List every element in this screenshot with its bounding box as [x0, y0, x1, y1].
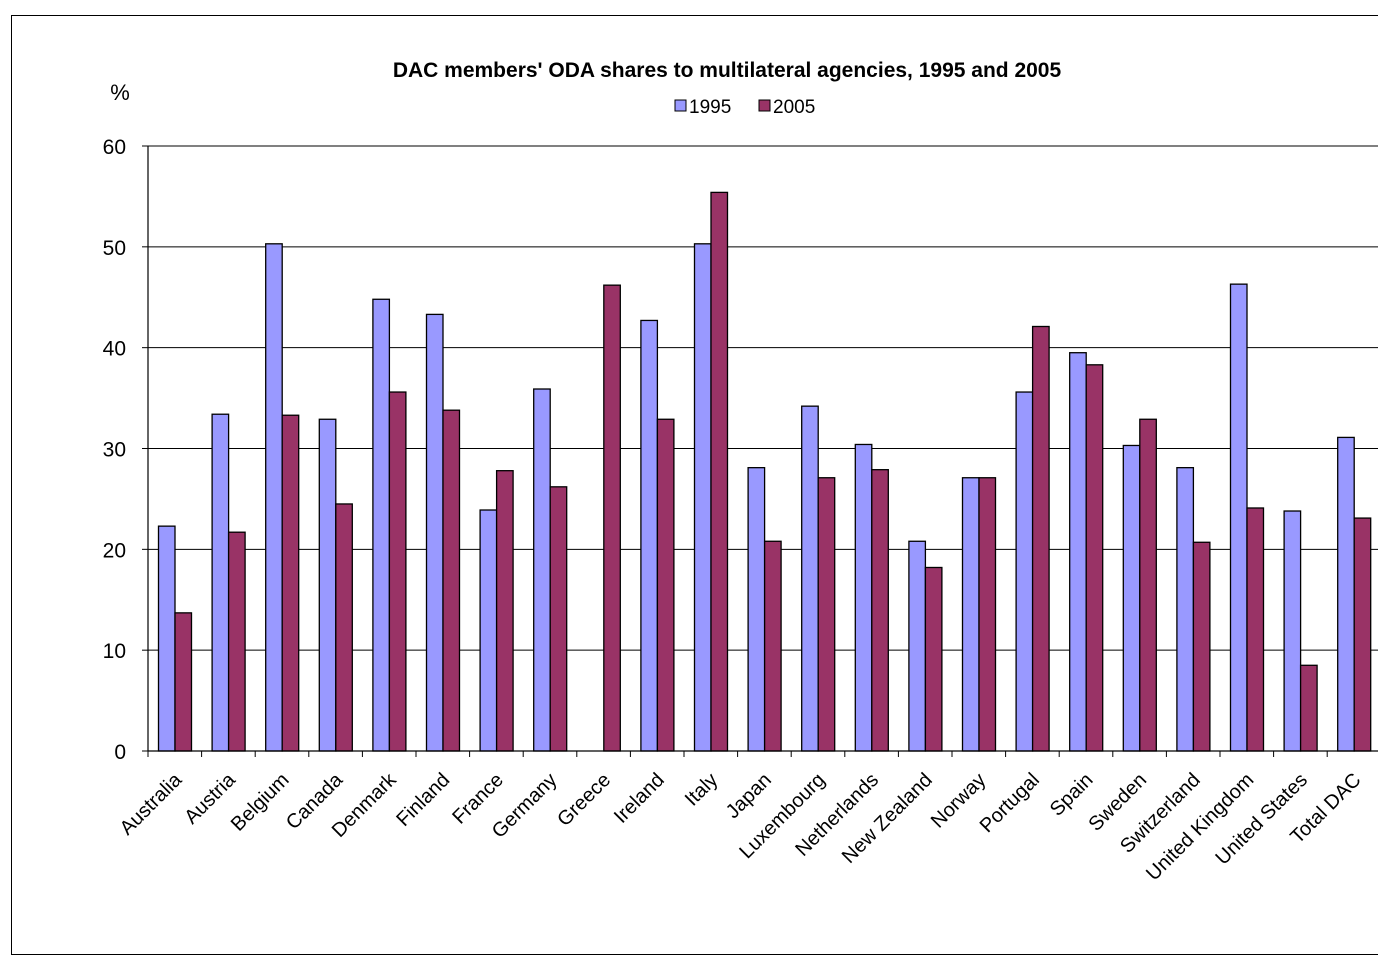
bar-1995 [801, 405, 819, 752]
bar-2005 [924, 566, 943, 752]
x-tick-label: Italy [681, 769, 722, 810]
bar-1995 [265, 243, 283, 752]
legend-label: 2005 [773, 97, 815, 118]
bar-2005 [1246, 507, 1265, 752]
bar-1995 [961, 477, 980, 752]
bar-1995 [1122, 444, 1141, 752]
bar-2005 [1085, 364, 1104, 752]
bar-1995 [318, 418, 337, 752]
bar-1995 [372, 298, 391, 752]
y-axis-label: % [110, 80, 130, 105]
y-tick-label: 40 [103, 338, 126, 361]
bar-2005 [335, 503, 353, 752]
bar-2005 [174, 612, 193, 752]
legend-label: 1995 [689, 97, 731, 118]
y-tick-label: 60 [103, 136, 126, 159]
bar-1995 [854, 443, 873, 752]
x-tick-label: Finland [392, 769, 454, 831]
bar-1995 [1069, 352, 1087, 752]
y-tick-label: 20 [103, 539, 126, 562]
bar-1995 [908, 540, 927, 752]
bar-1995 [157, 525, 176, 752]
bar-2005 [549, 486, 568, 752]
x-tick-label: Greece [553, 769, 615, 831]
y-tick-label: 30 [103, 439, 126, 462]
bar-1995 [1283, 510, 1302, 752]
x-tick-label: Belgium [227, 769, 294, 836]
y-tick-labels: 0 10 20 30 40 50 60 [103, 136, 126, 764]
bar-1995 [1176, 467, 1195, 752]
chart-title: DAC members' ODA shares to multilateral … [393, 59, 1062, 82]
bar-1995 [1337, 436, 1355, 752]
bar-2005 [1353, 517, 1372, 752]
bar-2005 [388, 391, 407, 752]
x-tick-label: Australia [116, 768, 187, 839]
bar-2005 [710, 191, 729, 752]
bar-2005 [442, 409, 461, 752]
bar-2005 [1192, 541, 1211, 752]
bar-2005 [603, 284, 621, 752]
bar-2005 [817, 477, 836, 752]
legend-swatch [674, 99, 687, 112]
bar-1995 [479, 509, 498, 752]
bar-2005 [1031, 325, 1050, 752]
x-tick-label: Ireland [610, 769, 669, 828]
legend: 1995 2005 [674, 97, 815, 118]
x-tick-label: Spain [1046, 769, 1098, 821]
bar-2005 [656, 418, 675, 752]
legend-swatch [758, 99, 771, 112]
bar-1995 [693, 243, 712, 752]
bar-2005 [763, 540, 782, 752]
y-tick-label: 0 [114, 741, 126, 764]
bar-2005 [281, 414, 300, 752]
bar-2005 [1139, 418, 1157, 752]
bar-1995 [425, 313, 444, 752]
y-tick-label: 50 [103, 237, 126, 260]
bar-1995 [640, 319, 659, 752]
bar-2005 [227, 531, 246, 752]
bar-2005 [978, 477, 997, 752]
x-tick-labels: AustraliaAustriaBelgiumCanadaDenmarkFinl… [116, 768, 1366, 885]
bar-1995 [533, 388, 551, 752]
axes [142, 145, 1378, 757]
bar-1995 [1229, 283, 1248, 752]
bar-2005 [495, 470, 514, 752]
bar-2005 [871, 469, 889, 752]
bar-2005 [1299, 664, 1318, 752]
bars [157, 191, 1372, 752]
x-tick-label: Portugal [976, 769, 1044, 837]
y-tick-label: 10 [103, 640, 126, 663]
bar-1995 [211, 413, 230, 752]
bar-1995 [1015, 391, 1034, 752]
bar-1995 [747, 467, 766, 752]
